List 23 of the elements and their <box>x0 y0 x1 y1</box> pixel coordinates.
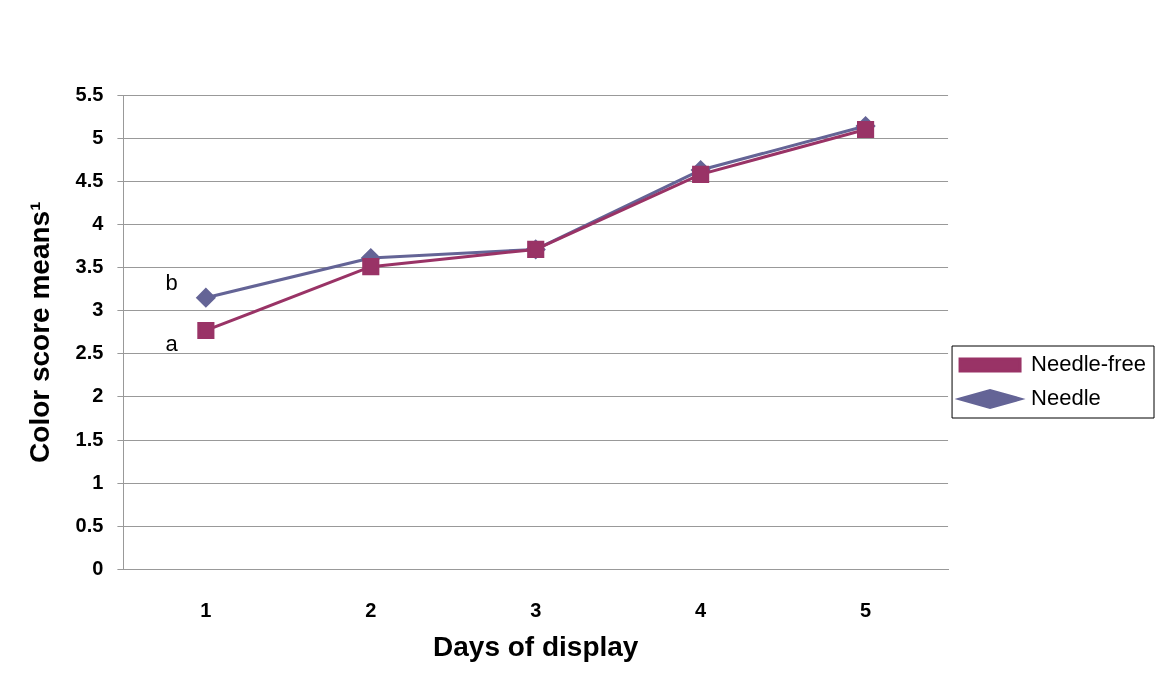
y-tick-label: 3.5 <box>75 255 104 278</box>
legend-label: Needle-free <box>1031 351 1146 377</box>
y-tick-label: 1 <box>92 470 104 493</box>
y-tick-label: 4 <box>92 211 105 234</box>
y-tick-label: 2 <box>92 384 104 407</box>
y-tick-label: 0 <box>92 556 104 579</box>
y-tick-label: 2.5 <box>75 341 104 364</box>
y-axis-title: Color score means¹ <box>23 201 55 463</box>
x-tick-label: 5 <box>860 598 872 621</box>
x-tick-label: 1 <box>200 598 212 621</box>
y-tick-label: 3 <box>92 298 104 321</box>
x-axis-title: Days of display <box>433 630 639 662</box>
y-tick-label: 4.5 <box>75 168 104 191</box>
y-tick-label: 0.5 <box>75 513 104 536</box>
x-tick-label: 2 <box>365 598 377 621</box>
annotation: b <box>165 269 178 295</box>
annotation: a <box>165 330 179 356</box>
x-tick-label: 3 <box>530 598 542 621</box>
y-tick-label: 5 <box>92 125 104 148</box>
y-tick-label: 1.5 <box>75 427 104 450</box>
y-tick-label: 5.5 <box>75 82 104 105</box>
x-tick-label: 4 <box>695 598 708 621</box>
legend-label: Needle <box>1031 385 1101 411</box>
